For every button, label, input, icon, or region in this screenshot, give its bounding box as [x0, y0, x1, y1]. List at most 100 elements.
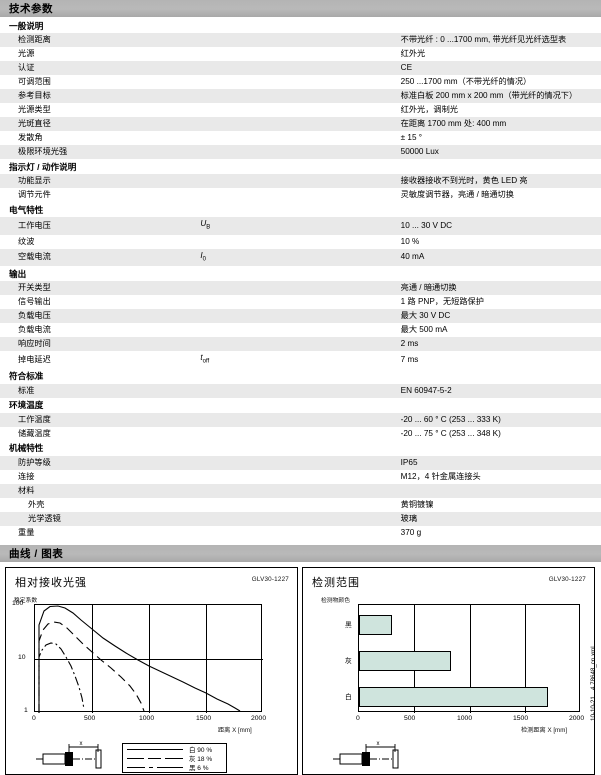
spec-row: 检测距离 不带光纤 : 0 ...1700 mm, 带光纤见光纤选型表: [0, 33, 601, 47]
spec-label: 调节元件: [0, 188, 201, 202]
legend-swatch-black-dashdot: [127, 763, 183, 772]
spec-row: 连接 M12，4 针金属连接头: [0, 469, 601, 484]
spec-value: 10 ... 30 V DC: [400, 217, 601, 235]
spec-value: 黄铜镀镍: [400, 497, 601, 512]
spec-value: -20 ... 75 ° C (253 ... 348 K): [400, 426, 601, 441]
spec-row: 防护等级 IP65: [0, 455, 601, 470]
spec-row: 认证 CE: [0, 61, 601, 75]
spec-value: 7 ms: [400, 351, 601, 369]
spec-row: 响应时间 2 ms: [0, 337, 601, 352]
spec-symbol: UB: [200, 217, 401, 235]
spec-label: 标准: [0, 383, 201, 398]
xtick-0: 0: [32, 714, 36, 722]
spec-symbol: [200, 337, 401, 352]
spec-row: 掉电延迟 toff 7 ms: [0, 351, 601, 369]
spec-symbol: [200, 469, 401, 484]
spec-label: 材料: [0, 483, 201, 498]
spec-row: 发散角 ± 15 °: [0, 131, 601, 145]
spec-row: 开关类型 亮通 / 暗通切换: [0, 281, 601, 296]
spec-group-label: 输出: [0, 266, 601, 282]
chart-legend-left: 白 90 % 灰 18 % 黑 6 %: [122, 742, 227, 773]
ytick-100: 100: [12, 599, 24, 607]
spec-value: 不带光纤 : 0 ...1700 mm, 带光纤见光纤选型表: [400, 33, 601, 47]
chart-ylabel-right: 检测物颜色: [321, 597, 350, 604]
spec-label: 纹波: [0, 234, 201, 249]
spec-value: 370 g: [400, 525, 601, 540]
spec-label: 负载电流: [0, 323, 201, 338]
legend-swatch-white-solid: [127, 745, 183, 754]
spec-row: 光源类型 红外光，调制光: [0, 103, 601, 117]
chart-xlabel-right: 检测距离 X [mm]: [521, 726, 568, 734]
xtick-1500: 1500: [196, 714, 212, 722]
spec-label: 极限环境光强: [0, 145, 201, 159]
bar-black: [359, 614, 393, 635]
xtick-1000-right: 1000: [457, 714, 473, 722]
spec-label: 空载电流: [0, 248, 201, 267]
spec-label: 连接: [0, 469, 201, 484]
spec-symbol: toff: [200, 351, 401, 369]
spec-row: 纹波 10 %: [0, 234, 601, 249]
spec-label: 开关类型: [0, 281, 201, 296]
curves-svg: [38, 605, 241, 713]
spec-label: 信号输出: [0, 295, 201, 310]
spec-symbol: [200, 281, 401, 296]
spec-symbol: [200, 497, 401, 512]
plot-area-right: [358, 603, 580, 713]
spec-value: 最大 30 V DC: [400, 309, 601, 324]
bar-white: [359, 686, 548, 707]
spec-value: 亮通 / 暗通切换: [400, 281, 601, 296]
spec-group-label: 符合标准: [0, 368, 601, 384]
spec-row: 空载电流 I0 40 mA: [0, 248, 601, 267]
chart-part-number-left: GLV30-1227: [251, 575, 289, 583]
spec-label: 外壳: [0, 497, 201, 512]
spec-label: 防护等级: [0, 455, 201, 470]
spec-group-label: 机械特性: [0, 440, 601, 456]
spec-group-label: 电气特性: [0, 202, 601, 217]
spec-symbol: [200, 131, 401, 145]
chart-title-relative-light: 相对接收光强: [15, 576, 87, 589]
spec-group-header: 符合标准: [0, 368, 601, 384]
spec-group-label: 一般说明: [0, 18, 601, 33]
spec-group-header: 环境温度: [0, 397, 601, 413]
xtick-0-right: 0: [356, 714, 360, 722]
legend-label-black: 黑 6 %: [189, 765, 209, 773]
spec-row: 材料: [0, 483, 601, 498]
section-header-curves-diagrams: 曲线 / 图表: [0, 544, 601, 563]
spec-value: 灵敏度调节器，亮通 / 暗通切换: [400, 188, 601, 202]
spec-symbol: [200, 89, 401, 103]
chart-title-detection-range: 检测范围: [312, 576, 360, 589]
spec-value: IP65: [400, 455, 601, 470]
spec-symbol: [200, 75, 401, 89]
xtick-1000: 1000: [139, 714, 155, 722]
spec-label: 负载电压: [0, 309, 201, 324]
spec-value: M12，4 针金属连接头: [400, 469, 601, 484]
section-header-technical-parameters: 技术参数: [0, 0, 601, 18]
spec-row: 重量 370 g: [0, 525, 601, 540]
spec-value: 最大 500 mA: [400, 323, 601, 338]
spec-label: 掉电延迟: [0, 351, 201, 369]
spec-row: 外壳 黄铜镀镍: [0, 497, 601, 512]
xtick-500: 500: [84, 714, 96, 722]
curve-gray-18: [38, 621, 145, 713]
xtick-1500-right: 1500: [513, 714, 529, 722]
bar-label-black: 黑: [345, 621, 352, 629]
spec-value: EN 60947-5-2: [400, 383, 601, 398]
spec-group-label: 环境温度: [0, 397, 601, 413]
spec-symbol: [200, 295, 401, 310]
chart-xlabel-left: 距离 X [mm]: [218, 726, 252, 734]
section-title-technical-parameters: 技术参数: [9, 3, 53, 15]
spec-label: 检测距离: [0, 33, 201, 47]
ytick-10: 10: [18, 653, 26, 661]
spec-value: ± 15 °: [400, 131, 601, 145]
gridline-x-1000-right: [470, 604, 471, 713]
spec-symbol: [200, 309, 401, 324]
spec-symbol: [200, 426, 401, 441]
spec-symbol: [200, 412, 401, 427]
spec-symbol: [200, 234, 401, 249]
spec-symbol: [200, 145, 401, 159]
spec-symbol: [200, 33, 401, 47]
spec-row: 功能显示 接收器接收不到光时，黄色 LED 亮: [0, 174, 601, 188]
bar-label-white: 白: [345, 693, 352, 701]
xtick-2000: 2000: [251, 714, 267, 722]
legend-entry-black: 黑 6 %: [123, 763, 226, 772]
